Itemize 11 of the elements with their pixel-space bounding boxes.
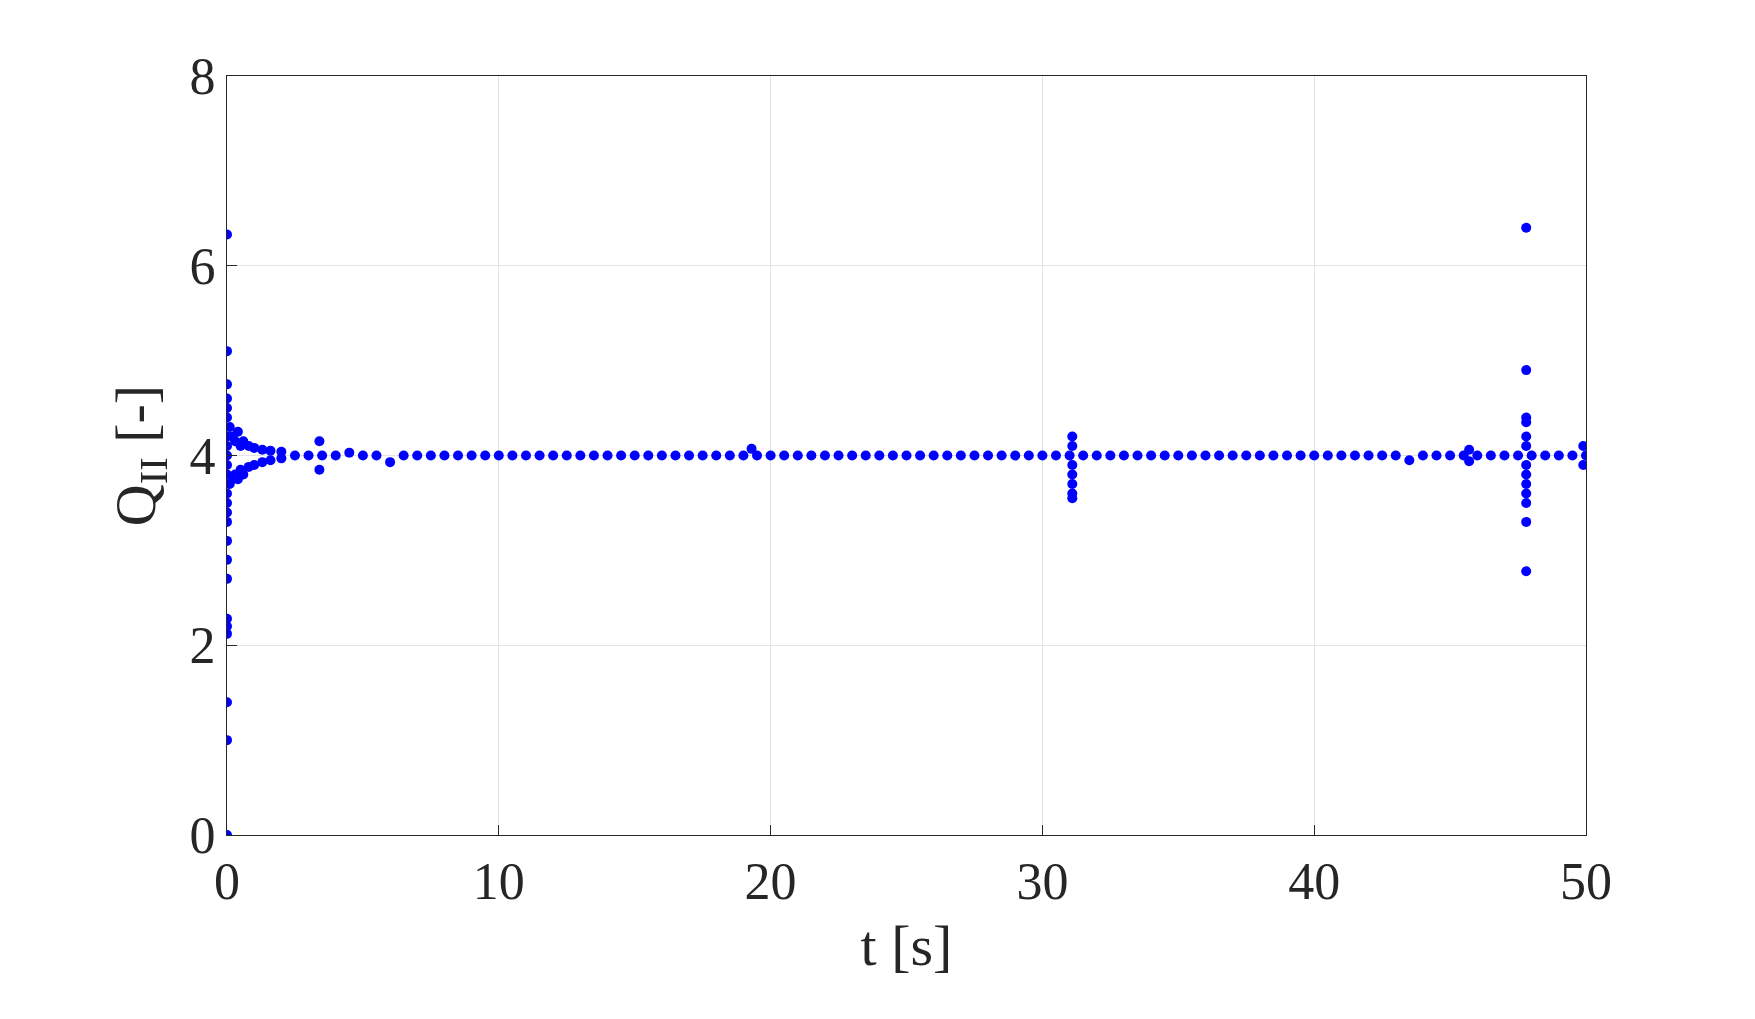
x-tick-label: 20 xyxy=(744,852,797,910)
x-tick-label: 30 xyxy=(1016,852,1069,910)
y-tick-label: 2 xyxy=(189,617,216,675)
y-tick-label: 4 xyxy=(189,427,216,485)
x-axis-title: t [s] xyxy=(860,912,953,978)
x-tick-label: 40 xyxy=(1288,852,1341,910)
x-tick-label: 10 xyxy=(472,852,525,910)
x-tick-label: 50 xyxy=(1560,852,1612,910)
y-tick-label: 8 xyxy=(189,48,216,106)
y-tick-label: 6 xyxy=(189,237,216,295)
y-tick-label: 0 xyxy=(189,807,216,865)
